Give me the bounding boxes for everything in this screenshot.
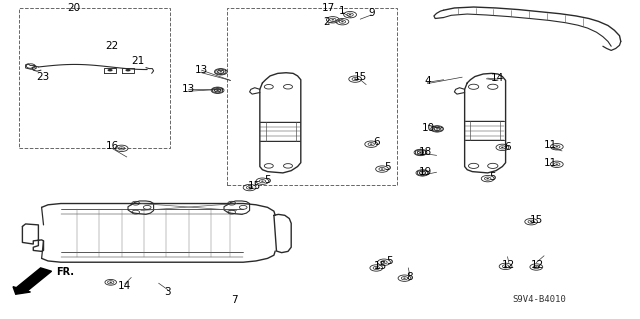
Text: 17: 17 bbox=[322, 3, 335, 13]
Text: 19: 19 bbox=[419, 167, 432, 177]
Circle shape bbox=[383, 262, 385, 263]
Text: 11: 11 bbox=[544, 140, 557, 150]
Text: 16: 16 bbox=[106, 141, 118, 151]
Circle shape bbox=[421, 172, 424, 174]
Circle shape bbox=[125, 69, 131, 71]
Text: 6: 6 bbox=[504, 142, 511, 152]
Text: 9: 9 bbox=[368, 8, 374, 18]
Circle shape bbox=[216, 90, 219, 91]
Text: 15: 15 bbox=[248, 181, 261, 191]
Circle shape bbox=[419, 152, 422, 153]
Circle shape bbox=[109, 282, 112, 283]
Text: 5: 5 bbox=[384, 162, 390, 173]
Circle shape bbox=[486, 178, 489, 179]
Circle shape bbox=[375, 267, 378, 269]
Circle shape bbox=[332, 19, 334, 20]
Circle shape bbox=[354, 78, 356, 80]
Circle shape bbox=[381, 168, 383, 170]
Text: 14: 14 bbox=[118, 281, 131, 291]
Bar bbox=[19, 8, 170, 148]
Text: 18: 18 bbox=[419, 146, 432, 157]
Text: 6: 6 bbox=[373, 137, 380, 147]
Text: 1: 1 bbox=[339, 6, 346, 16]
Text: 12: 12 bbox=[531, 260, 544, 270]
Text: 11: 11 bbox=[544, 158, 557, 168]
Text: 8: 8 bbox=[406, 271, 413, 282]
Circle shape bbox=[261, 181, 264, 182]
Text: 3: 3 bbox=[164, 287, 171, 297]
Text: 5: 5 bbox=[264, 175, 271, 185]
Text: 5: 5 bbox=[386, 256, 392, 266]
Circle shape bbox=[370, 144, 372, 145]
Text: 15: 15 bbox=[374, 261, 387, 271]
Circle shape bbox=[120, 148, 123, 149]
Circle shape bbox=[248, 187, 251, 188]
Circle shape bbox=[556, 164, 558, 165]
Text: 13: 13 bbox=[182, 84, 195, 94]
Bar bbox=[227, 8, 397, 185]
Circle shape bbox=[220, 71, 222, 72]
Text: FR.: FR. bbox=[56, 267, 74, 277]
Text: 2: 2 bbox=[323, 17, 330, 27]
Circle shape bbox=[530, 221, 532, 222]
Text: 14: 14 bbox=[492, 73, 504, 83]
Circle shape bbox=[349, 14, 351, 15]
Text: 15: 15 bbox=[530, 215, 543, 225]
Text: S9V4-B4010: S9V4-B4010 bbox=[512, 295, 566, 304]
Text: 23: 23 bbox=[36, 71, 49, 82]
Circle shape bbox=[403, 278, 406, 279]
Text: 21: 21 bbox=[131, 56, 144, 66]
Text: 13: 13 bbox=[195, 65, 208, 75]
Circle shape bbox=[436, 128, 438, 130]
Circle shape bbox=[341, 21, 344, 22]
Text: 20: 20 bbox=[67, 3, 80, 13]
Text: 10: 10 bbox=[422, 122, 435, 133]
FancyArrow shape bbox=[13, 268, 52, 294]
Text: 7: 7 bbox=[232, 295, 238, 305]
Text: 5: 5 bbox=[490, 172, 496, 182]
Circle shape bbox=[556, 146, 558, 147]
Text: 22: 22 bbox=[106, 41, 118, 51]
Circle shape bbox=[108, 69, 113, 71]
Circle shape bbox=[535, 266, 538, 268]
Circle shape bbox=[504, 266, 507, 267]
Text: 12: 12 bbox=[502, 260, 515, 270]
Text: 15: 15 bbox=[354, 72, 367, 82]
Text: 4: 4 bbox=[424, 76, 431, 86]
Circle shape bbox=[501, 147, 504, 148]
